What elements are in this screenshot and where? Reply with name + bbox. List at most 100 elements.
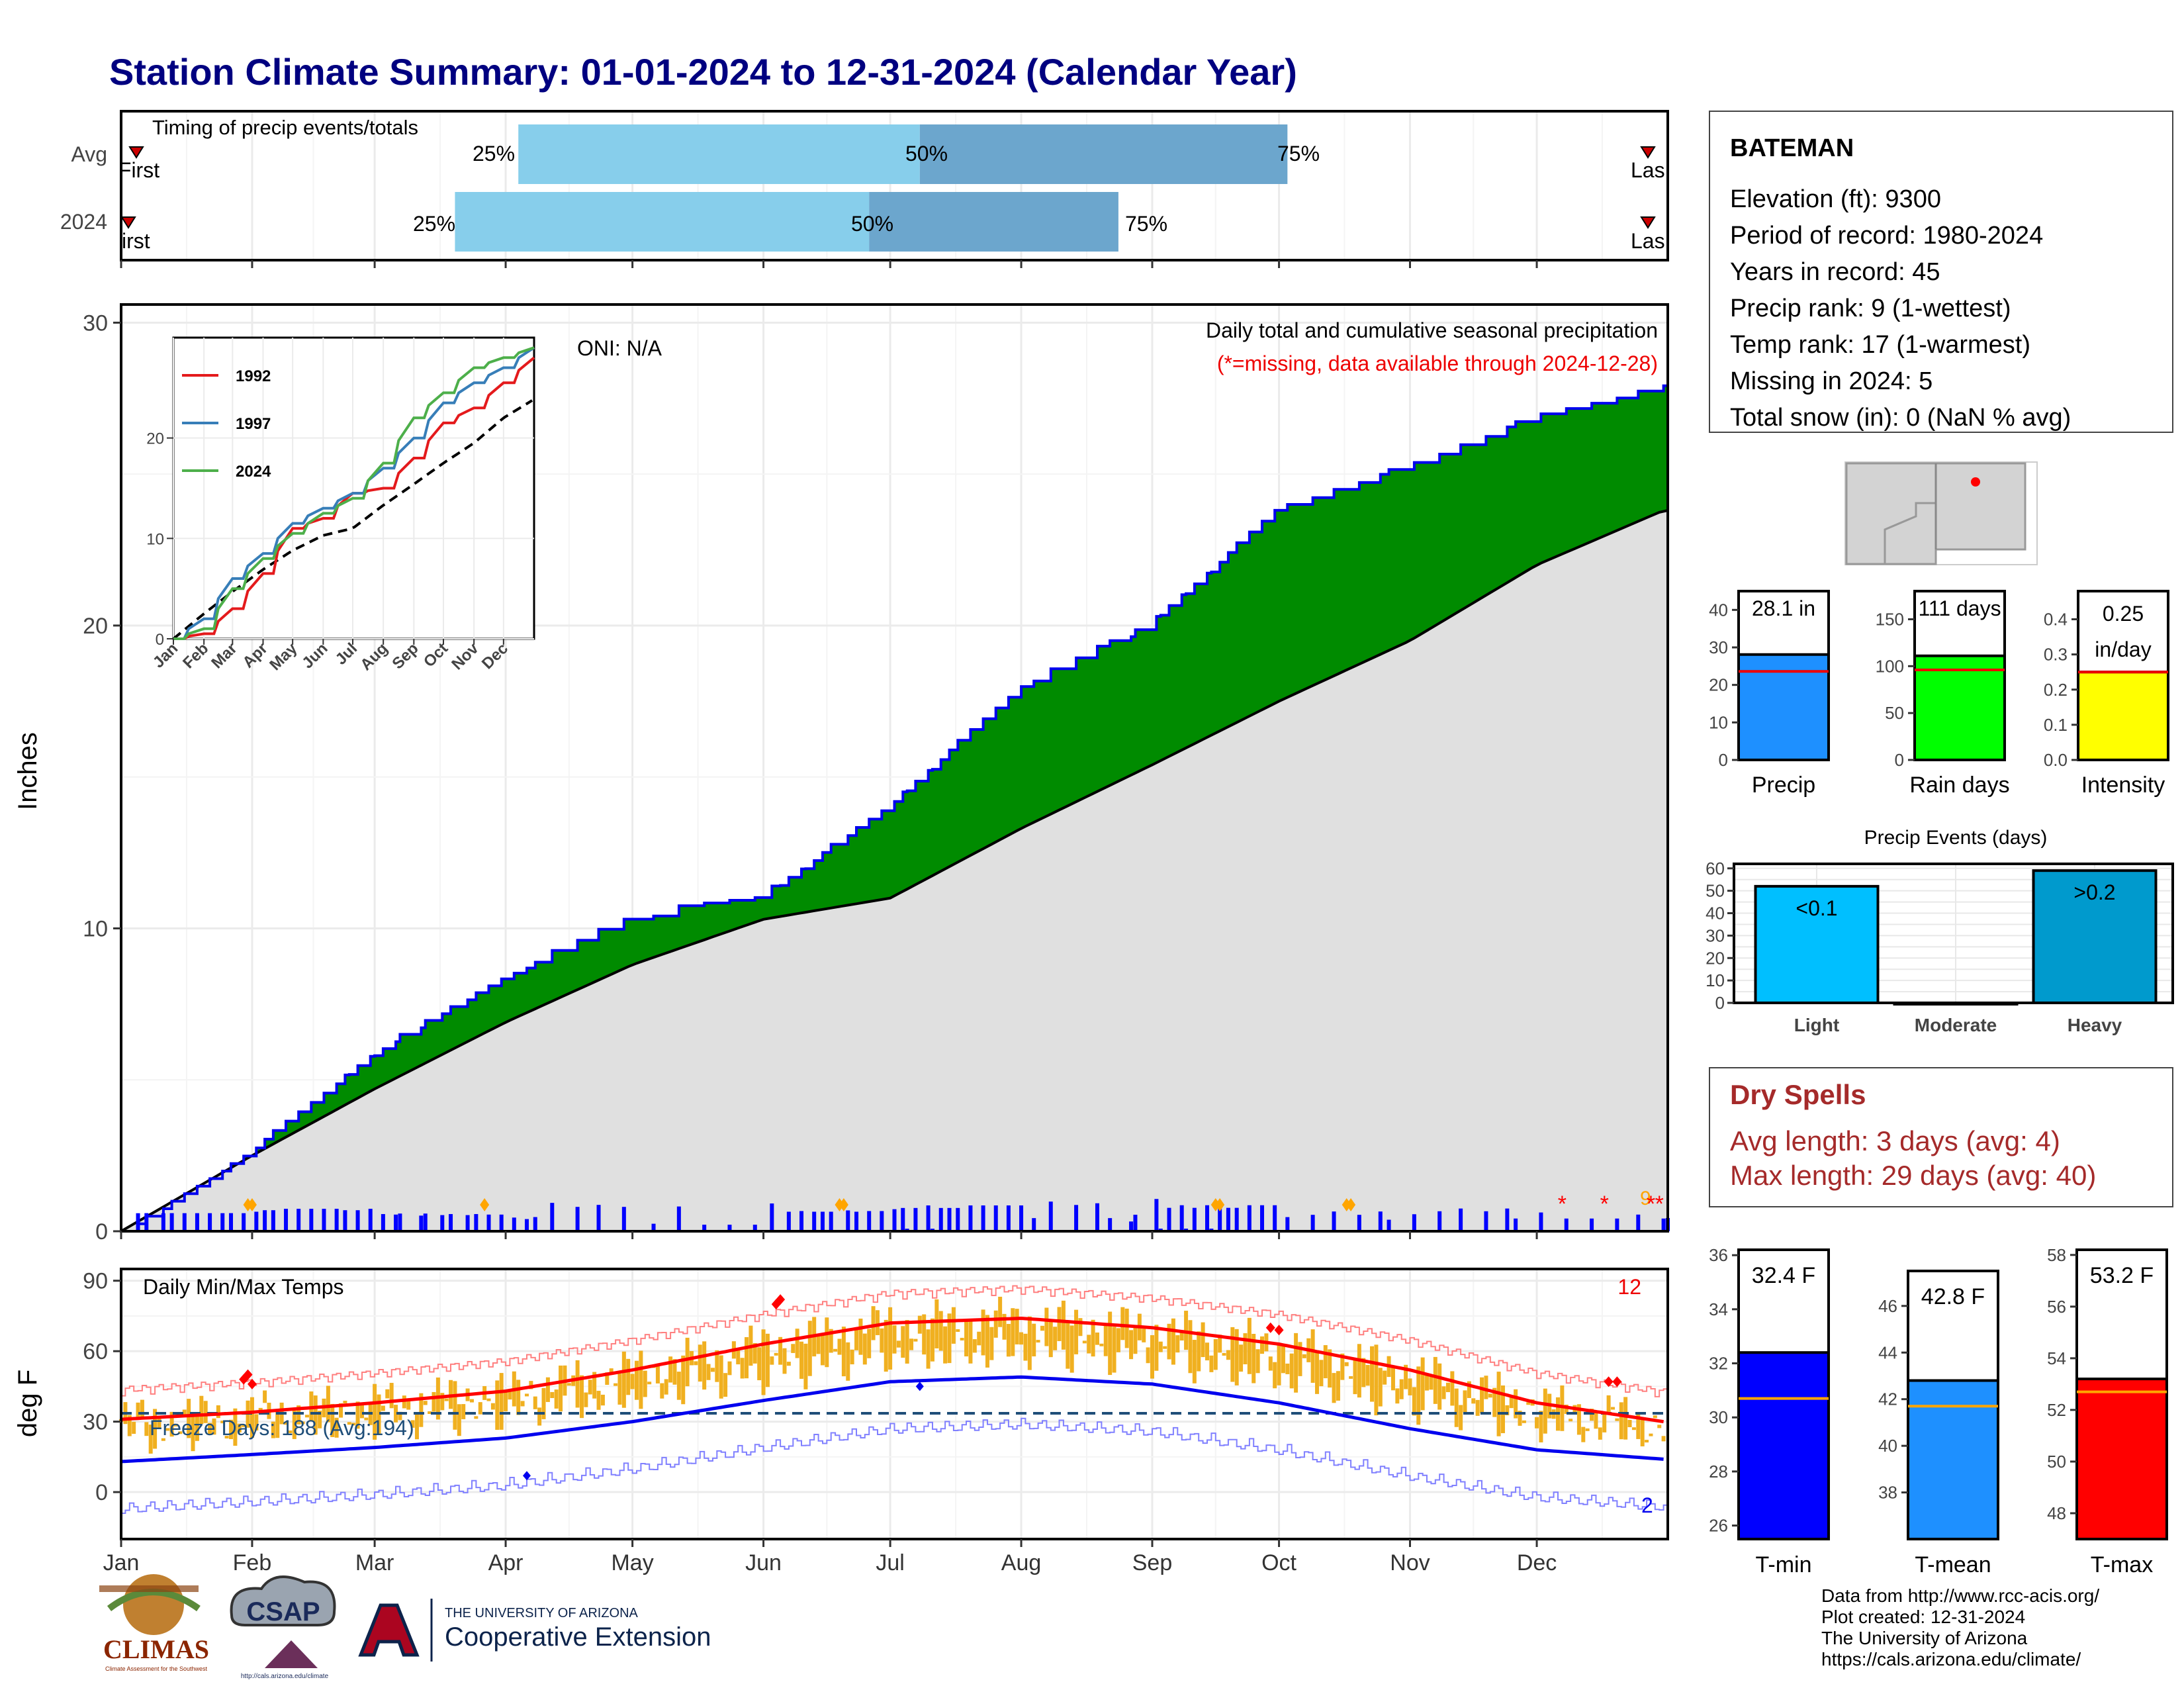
daily-precip-bar — [968, 1205, 973, 1231]
daily-temp-bar — [655, 1364, 660, 1383]
daily-temp-bar — [1040, 1325, 1044, 1331]
daily-temp-bar — [803, 1343, 808, 1389]
daily-temp-bar — [837, 1338, 842, 1355]
daily-temp-bar — [1302, 1354, 1306, 1358]
daily-precip-bar — [892, 1209, 897, 1231]
station-snow: Total snow (in): 0 (NaN % avg) — [1730, 404, 2071, 432]
daily-temp-bar — [377, 1394, 381, 1434]
summary-bar-value-unit: in/day — [2095, 637, 2151, 661]
temp-summary-value: 53.2 F — [2090, 1263, 2154, 1288]
daily-temp-bar — [1395, 1388, 1400, 1404]
daily-temp-bar — [1378, 1368, 1383, 1407]
daily-temp-bar — [1209, 1355, 1214, 1372]
daily-temp-bar — [1349, 1376, 1353, 1379]
oni-label: ONI: N/A — [577, 336, 662, 360]
daily-temp-bar — [1273, 1362, 1277, 1389]
daily-temp-bar — [1006, 1324, 1011, 1357]
daily-temp-bar — [1429, 1376, 1433, 1390]
daily-precip-bar — [220, 1213, 225, 1231]
daily-temp-bar — [275, 1411, 280, 1438]
daily-temp-bar — [1475, 1399, 1480, 1416]
daily-temp-bar — [1044, 1307, 1049, 1346]
daily-temp-bar — [1213, 1339, 1218, 1370]
daily-temp-bar — [609, 1368, 614, 1373]
daily-precip-bar — [334, 1209, 339, 1231]
daily-temp-bar — [917, 1315, 922, 1334]
summary-y-tick-label: 30 — [1709, 637, 1728, 657]
daily-precip-bar — [926, 1205, 931, 1231]
daily-temp-bar — [1175, 1335, 1180, 1353]
daily-temp-bar — [778, 1336, 783, 1365]
daily-temp-bar — [537, 1407, 542, 1426]
daily-temp-bar — [1154, 1325, 1159, 1371]
daily-precip-bar — [322, 1209, 326, 1231]
daily-temp-bar — [702, 1341, 707, 1390]
events-bar-moderate — [1893, 1002, 2019, 1006]
precip-y-axis-label: Inches — [13, 732, 42, 810]
daily-temp-bar — [423, 1401, 428, 1405]
daily-temp-bar — [706, 1364, 711, 1380]
daily-temp-bar — [364, 1417, 369, 1421]
daily-temp-bar — [1192, 1340, 1197, 1383]
avg-first-label: First — [118, 158, 159, 182]
avg-q25-label: 25% — [473, 142, 515, 165]
daily-temp-bar — [626, 1358, 631, 1395]
normal-precip-area — [121, 510, 1668, 1231]
dry-spells-max: Max length: 29 days (avg: 40) — [1730, 1160, 2096, 1191]
daily-temp-bar — [250, 1397, 254, 1438]
daily-temp-bar — [854, 1327, 859, 1350]
daily-temp-bar — [1230, 1327, 1235, 1382]
daily-precip-bar — [1260, 1205, 1265, 1231]
missing-data-marker: * — [1558, 1192, 1567, 1217]
daily-precip-bar — [1459, 1208, 1463, 1231]
daily-temp-bar — [1129, 1330, 1134, 1360]
daily-temp-bar — [1653, 1415, 1657, 1419]
daily-precip-bar — [182, 1213, 187, 1231]
precip-panel-frame — [120, 303, 1669, 1233]
ua-line2: Cooperative Extension — [445, 1622, 711, 1652]
month-label: May — [611, 1550, 653, 1575]
daily-precip-bar — [956, 1207, 960, 1231]
daily-precip-bar — [799, 1211, 804, 1231]
daily-temp-bar — [862, 1333, 867, 1365]
y2024-first-label: irst — [122, 229, 150, 253]
credit-url: https://cals.arizona.edu/climate/ — [1821, 1649, 2081, 1669]
daily-precip-bar — [880, 1211, 884, 1231]
temp-summary-y-tick-label: 58 — [2047, 1245, 2066, 1265]
daily-temp-bar — [499, 1373, 504, 1430]
daily-temp-bar — [1610, 1407, 1615, 1410]
daily-temp-bar — [829, 1329, 833, 1353]
daily-temp-bar — [956, 1329, 960, 1332]
daily-temp-bar — [136, 1402, 140, 1420]
daily-precip-bar — [355, 1210, 360, 1231]
climas-swoosh — [107, 1589, 201, 1612]
summary-y-tick-label: 40 — [1709, 600, 1728, 620]
temp-summary-y-tick-label: 56 — [2047, 1297, 2066, 1317]
temp-panel-label: Daily Min/Max Temps — [143, 1275, 343, 1299]
temp-y-tick-label: 30 — [83, 1410, 108, 1435]
daily-precip-bar — [1234, 1207, 1239, 1231]
daily-temp-bar — [761, 1329, 766, 1395]
daily-temp-bar — [144, 1422, 149, 1436]
daily-temp-bar — [901, 1326, 905, 1358]
summary-y-tick-label: 50 — [1885, 703, 1904, 723]
avg-high-line — [120, 1316, 1664, 1424]
y2024-last-marker — [1640, 216, 1656, 229]
daily-temp-bar — [1594, 1412, 1598, 1429]
daily-precip-bar — [242, 1213, 246, 1231]
daily-precip-bar — [1615, 1218, 1619, 1231]
daily-temp-bar — [930, 1318, 934, 1362]
daily-precip-bar — [621, 1207, 626, 1231]
summary-bar-value: 0.25 — [2103, 602, 2144, 626]
record-high-marker — [776, 1294, 786, 1305]
daily-temp-bar — [972, 1339, 977, 1353]
temp-summary-label: T-max — [2091, 1552, 2153, 1577]
daily-temp-bar — [284, 1422, 289, 1425]
daily-temp-bar — [968, 1321, 973, 1364]
cumulative-precip-line — [121, 380, 1669, 1233]
daily-precip-bar — [1006, 1205, 1011, 1231]
daily-temp-bar — [833, 1348, 838, 1352]
daily-precip-bar — [854, 1211, 859, 1231]
daily-temp-bar — [985, 1315, 989, 1368]
temp-summary-y-tick-label: 30 — [1709, 1407, 1728, 1427]
